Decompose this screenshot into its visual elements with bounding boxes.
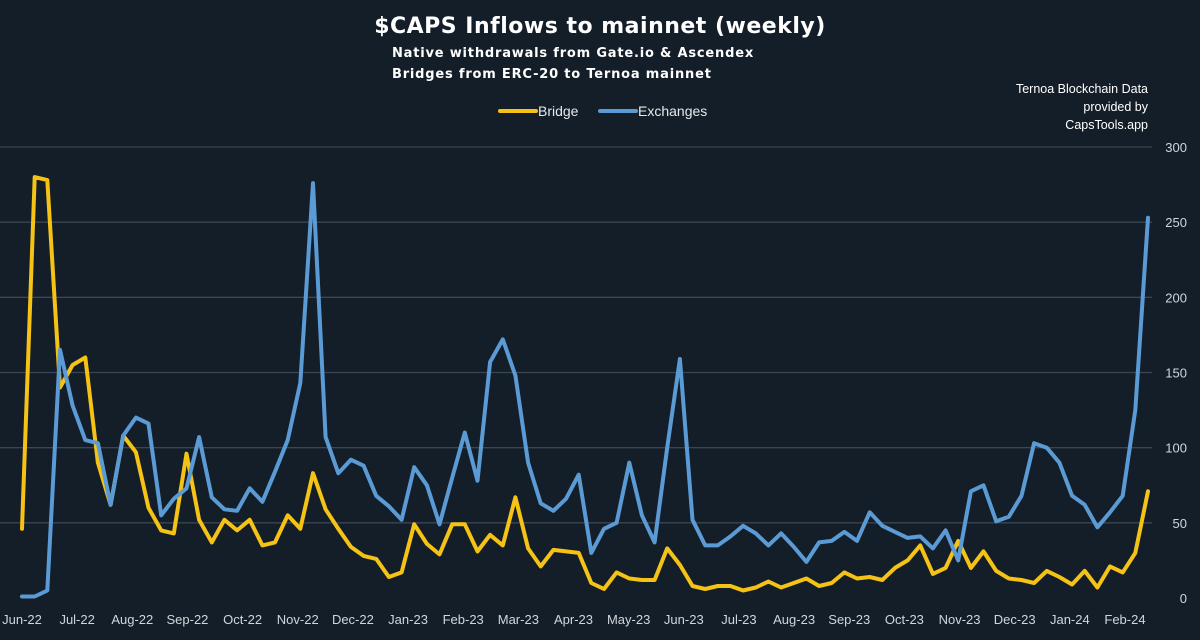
y-tick-label: 300 bbox=[1165, 140, 1187, 155]
series-line-bridge bbox=[20, 175, 1150, 593]
x-axis-ticks: Jun-22 Jul-22 Aug-22 Sep-22 Oct-22 Nov-22 Dec-… bbox=[2, 612, 1145, 627]
x-tick-label: Dec-22 bbox=[332, 612, 374, 627]
x-tick-label: Jun-22 bbox=[2, 612, 42, 627]
legend: Bridge Exchanges bbox=[498, 103, 707, 119]
x-tick-label: Nov-22 bbox=[277, 612, 319, 627]
x-tick-label: Aug-22 bbox=[111, 612, 153, 627]
x-tick-label: Jan-23 bbox=[388, 612, 428, 627]
y-tick-label: 200 bbox=[1165, 290, 1187, 305]
credit-line-3: CapsTools.app bbox=[1065, 118, 1148, 132]
y-tick-label: 150 bbox=[1165, 366, 1187, 381]
x-tick-label: Jul-22 bbox=[59, 612, 94, 627]
legend-label-exchanges: Exchanges bbox=[638, 103, 707, 119]
y-tick-label: 0 bbox=[1180, 591, 1187, 606]
x-tick-label: May-23 bbox=[607, 612, 650, 627]
data-credit: Ternoa Blockchain Data provided by CapsT… bbox=[1016, 80, 1148, 134]
series-lines bbox=[20, 175, 1150, 599]
y-tick-label: 250 bbox=[1165, 215, 1187, 230]
x-tick-label: Dec-23 bbox=[994, 612, 1036, 627]
x-tick-label: Feb-24 bbox=[1104, 612, 1145, 627]
credit-line-1: Ternoa Blockchain Data bbox=[1015, 82, 1148, 96]
chart-subtitle-2: Bridges from ERC-20 to Ternoa mainnet bbox=[392, 67, 712, 82]
x-tick-label: Oct-23 bbox=[885, 612, 924, 627]
x-tick-label: Aug-23 bbox=[773, 612, 815, 627]
chart-subtitle-1: Native withdrawals from Gate.io & Ascend… bbox=[392, 46, 755, 61]
x-tick-label: Jan-24 bbox=[1050, 612, 1090, 627]
x-tick-label: Apr-23 bbox=[554, 612, 593, 627]
x-tick-label: Nov-23 bbox=[939, 612, 981, 627]
series-line-exchanges bbox=[20, 181, 1150, 599]
x-tick-label: Jun-23 bbox=[664, 612, 704, 627]
y-axis-ticks: 0 50 100 150 200 250 300 bbox=[1165, 140, 1187, 606]
y-tick-label: 100 bbox=[1165, 441, 1187, 456]
legend-label-bridge: Bridge bbox=[538, 103, 579, 119]
gridlines bbox=[0, 146, 1152, 524]
x-tick-label: Feb-23 bbox=[443, 612, 484, 627]
x-tick-label: Sep-22 bbox=[166, 612, 208, 627]
chart-title: $CAPS Inflows to mainnet (weekly) bbox=[374, 14, 826, 39]
x-tick-label: Sep-23 bbox=[828, 612, 870, 627]
credit-line-2: provided by bbox=[1083, 100, 1148, 114]
x-tick-label: Oct-22 bbox=[223, 612, 262, 627]
y-tick-label: 50 bbox=[1173, 516, 1187, 531]
x-tick-label: Mar-23 bbox=[498, 612, 539, 627]
x-tick-label: Jul-23 bbox=[721, 612, 756, 627]
